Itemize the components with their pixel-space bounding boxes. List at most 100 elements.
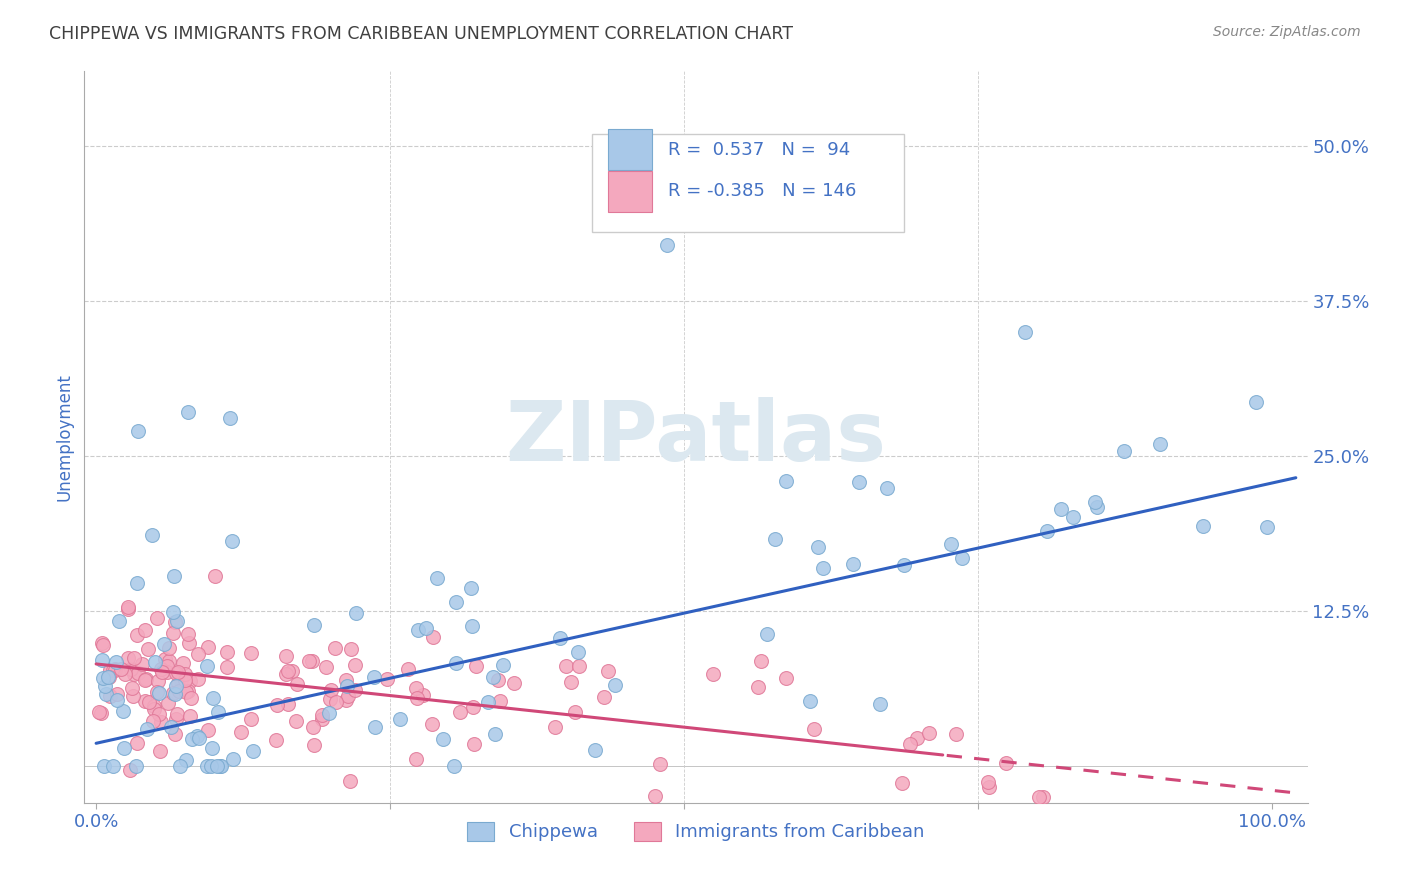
Point [449,705,471,719]
Point [803,722,825,736]
Point [179,709,201,723]
Point [117,650,139,665]
Point [950,550,973,565]
Point [432,731,454,746]
Point [165,726,187,740]
Point [127,666,149,681]
Point [464,659,486,673]
Point [274,648,297,663]
Point [311,712,333,726]
Point [554,659,576,673]
Point [311,707,333,722]
Point [343,682,366,697]
Legend: Chippewa, Immigrants from Caribbean: Chippewa, Immigrants from Caribbean [460,814,932,848]
Point [134,623,156,637]
Text: R =  0.537   N =  94: R = 0.537 N = 94 [668,141,851,159]
Point [583,742,606,756]
Point [107,614,129,628]
Point [477,695,499,709]
Point [153,652,176,666]
Point [917,726,939,740]
Point [163,568,186,582]
Point [813,561,835,575]
Point [197,640,219,654]
Point [266,698,288,713]
Point [174,685,197,699]
Point [204,569,226,583]
Text: ZIPatlas: ZIPatlas [506,397,886,477]
Point [363,669,385,683]
Point [388,712,411,726]
Point [807,540,830,554]
Point [1085,500,1108,515]
Point [484,727,506,741]
Point [142,702,165,716]
Point [104,663,127,677]
Point [112,704,135,718]
Point [177,405,200,419]
Point [415,621,437,635]
Point [945,727,967,741]
Point [187,672,209,686]
Point [229,725,252,739]
Point [239,712,262,726]
Point [285,714,308,728]
Point [141,528,163,542]
Point [1036,524,1059,538]
Point [134,673,156,688]
Point [1192,519,1215,533]
Point [150,714,173,729]
Point [412,689,434,703]
Point [890,776,912,790]
Point [89,705,111,719]
Point [143,655,166,669]
Point [344,606,367,620]
Point [177,683,200,698]
Point [112,740,135,755]
Point [363,720,385,734]
Point [486,673,509,687]
Point [156,658,179,673]
Point [977,780,1000,794]
Point [156,696,179,710]
Point [543,720,565,734]
Point [100,689,122,703]
Point [848,475,870,490]
Point [315,659,337,673]
Point [110,662,132,676]
Point [167,683,190,698]
Point [127,424,149,438]
Point [375,672,398,686]
Point [93,758,115,772]
Point [148,674,170,689]
Point [605,677,627,691]
Point [276,666,298,681]
Point [197,723,219,737]
Point [1050,501,1073,516]
Point [201,741,224,756]
Point [138,695,160,709]
Y-axis label: Unemployment: Unemployment [55,373,73,501]
Point [443,758,465,772]
FancyBboxPatch shape [607,171,652,211]
Point [1032,789,1054,804]
Point [146,685,169,699]
Point [548,631,571,645]
Point [169,758,191,772]
Point [337,690,360,704]
Point [339,774,361,789]
Point [1014,325,1036,339]
Point [138,642,160,657]
Point [446,657,468,671]
Point [568,658,591,673]
Point [122,650,145,665]
Point [596,664,619,678]
Point [107,693,129,707]
Point [775,474,797,488]
Point [842,557,865,571]
Point [335,692,357,706]
Point [97,670,120,684]
Point [200,758,222,772]
Point [222,752,245,766]
Point [876,481,898,495]
